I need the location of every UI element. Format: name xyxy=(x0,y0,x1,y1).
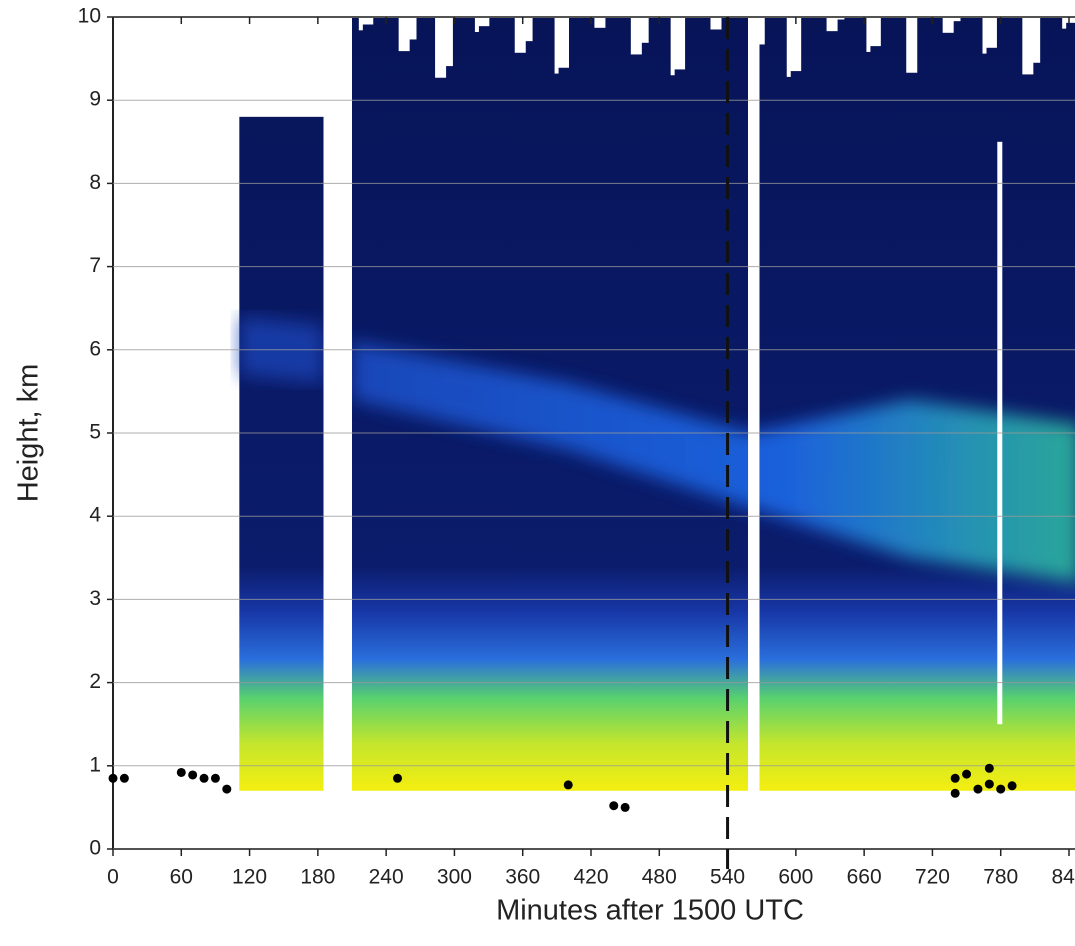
x-tick-label: 840 xyxy=(1051,866,1075,889)
cloud-top-gap xyxy=(710,17,722,30)
cloud-top-gap xyxy=(405,17,417,40)
cloud-top-gap xyxy=(325,17,337,65)
cloud-top-gap xyxy=(1065,17,1075,23)
point xyxy=(176,767,186,777)
point xyxy=(1007,781,1017,791)
cloud-top-gap xyxy=(790,17,802,72)
y-tick-label: 8 xyxy=(89,171,101,194)
point xyxy=(609,801,619,811)
cloud-top-gap xyxy=(942,17,954,33)
point xyxy=(222,784,232,794)
cloud-top-gap xyxy=(982,17,987,54)
aerosol-layer xyxy=(352,341,1075,582)
point xyxy=(393,773,403,783)
cloud-top-gap xyxy=(1062,17,1067,29)
y-tick-label: 0 xyxy=(89,837,101,860)
gap xyxy=(323,17,352,791)
y-tick-label: 2 xyxy=(89,670,101,693)
y-tick-label: 5 xyxy=(89,421,101,444)
cloud-top-gap xyxy=(282,17,294,50)
point xyxy=(984,763,994,773)
cloud-top-gap xyxy=(478,17,490,27)
cloud-top-gap xyxy=(441,17,453,67)
point xyxy=(996,784,1006,794)
cloud-top-gap xyxy=(362,17,374,25)
point xyxy=(984,779,994,789)
cloud-top-gap xyxy=(474,17,479,32)
x-tick-label: 240 xyxy=(369,866,404,889)
y-tick-label: 6 xyxy=(89,337,101,360)
cloud-top-gap xyxy=(557,17,569,68)
cloud-top-gap xyxy=(906,17,918,73)
cloud-top-gap xyxy=(833,17,845,20)
point xyxy=(108,773,118,783)
cloud-top-gap xyxy=(554,17,559,74)
cloud-top-gap xyxy=(630,17,642,55)
x-tick-label: 780 xyxy=(983,866,1018,889)
cloud-top-gap xyxy=(514,17,526,53)
y-tick-label: 9 xyxy=(89,88,101,111)
x-tick-label: 720 xyxy=(915,866,950,889)
y-axis-label: Height, km xyxy=(13,364,45,503)
point xyxy=(210,773,220,783)
cloud-top-gap xyxy=(786,17,791,77)
cloud-top-gap xyxy=(869,17,881,47)
cloud-top-gap xyxy=(949,17,961,22)
cloud-top-gap xyxy=(674,17,686,70)
cloud-top-gap xyxy=(594,17,606,28)
point xyxy=(119,773,129,783)
x-tick-label: 300 xyxy=(437,866,472,889)
y-tick-label: 4 xyxy=(89,504,101,527)
cloud-top-gap xyxy=(358,17,363,31)
cloud-top-gap xyxy=(826,17,838,32)
y-tick-label: 10 xyxy=(78,5,101,28)
cloud-top-gap xyxy=(249,17,254,84)
x-tick-label: 540 xyxy=(710,866,745,889)
field xyxy=(239,116,324,791)
cloud-top-gap xyxy=(521,17,533,42)
cloud-top-gap xyxy=(985,17,997,48)
x-tick-label: 660 xyxy=(847,866,882,889)
point xyxy=(199,773,209,783)
cloud-top-gap xyxy=(866,17,871,52)
heatmap xyxy=(239,17,1075,791)
point xyxy=(563,780,573,790)
cloud-top-gap xyxy=(750,17,755,51)
y-tick-label: 7 xyxy=(89,254,101,277)
gap xyxy=(748,17,760,791)
x-tick-label: 120 xyxy=(232,866,267,889)
x-axis-label: Minutes after 1500 UTC xyxy=(496,895,804,927)
y-tick-label: 1 xyxy=(89,753,101,776)
cloud-top-gap xyxy=(1022,17,1034,75)
x-tick-label: 480 xyxy=(642,866,677,889)
point xyxy=(973,784,983,794)
point xyxy=(188,770,198,780)
x-tick-label: 60 xyxy=(170,866,193,889)
cloud-top-gap xyxy=(435,17,447,78)
y-tick-label: 3 xyxy=(89,587,101,610)
x-tick-label: 600 xyxy=(778,866,813,889)
x-tick-label: 360 xyxy=(505,866,540,889)
x-tick-label: 420 xyxy=(573,866,608,889)
point xyxy=(950,773,960,783)
cloud-top-gap xyxy=(279,17,284,56)
point xyxy=(962,769,972,779)
x-tick-label: 0 xyxy=(107,866,119,889)
point xyxy=(620,802,630,812)
cloud-top-gap xyxy=(1029,17,1041,63)
cloud-top-gap xyxy=(670,17,675,76)
cloud-top-gap xyxy=(637,17,649,43)
cloud-top-gap xyxy=(398,17,410,52)
x-tick-label: 180 xyxy=(300,866,335,889)
point xyxy=(950,788,960,798)
cloud-top-gap xyxy=(753,17,765,45)
cloud-top-gap xyxy=(318,17,330,77)
